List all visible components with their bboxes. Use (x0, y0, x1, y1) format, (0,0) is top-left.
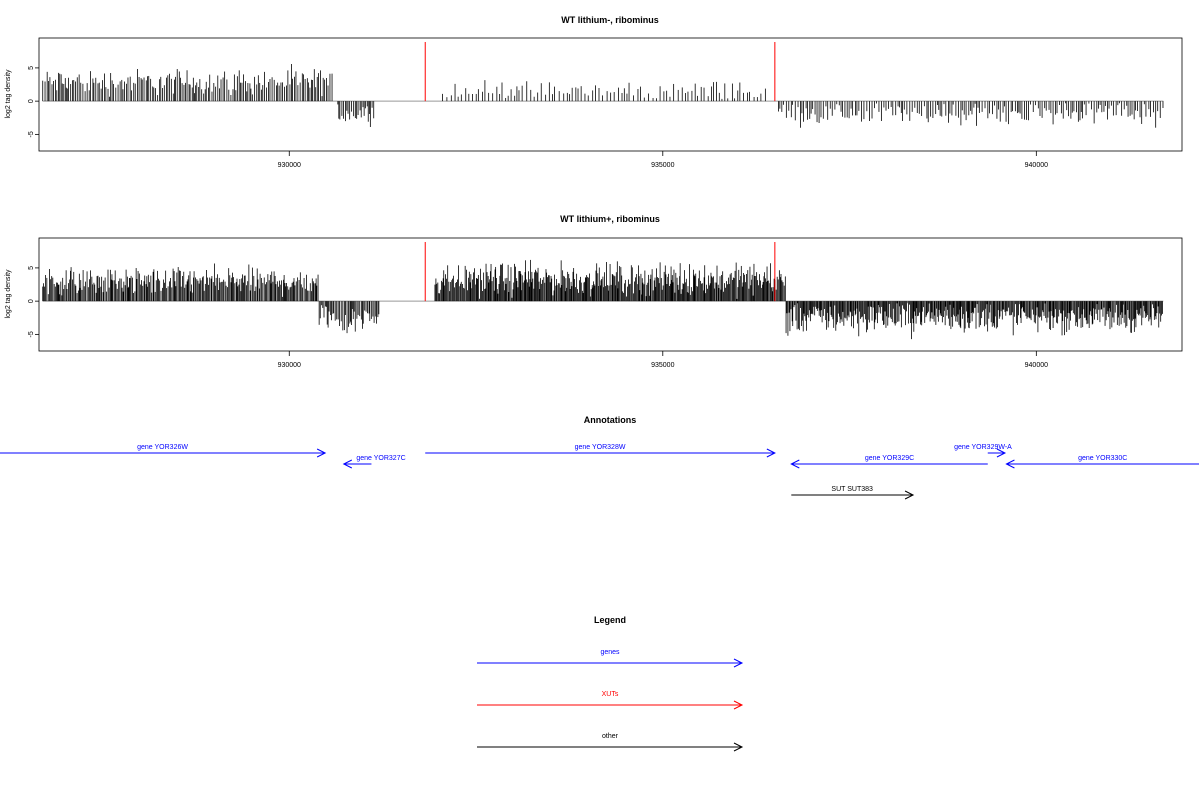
legend-item-other: other (477, 733, 744, 752)
x-axis: 930000 935000 940000 (278, 351, 1048, 369)
feature-arrow-head (766, 448, 776, 458)
annotation-features: gene YOR326W gene YOR327C gene YOR328W gene… (0, 444, 1199, 500)
track-panel-lithium-minus: WT lithium-, ribominus log2 tag density … (5, 15, 1183, 169)
y-tick-label: -5 (28, 331, 35, 337)
panel-title: WT lithium+, ribominus (560, 214, 660, 224)
y-axis-label: log2 tag density (5, 269, 12, 319)
legend-section: Legend genes XUTs other (477, 615, 744, 752)
feature-arrow-head (790, 459, 800, 469)
x-tick-label: 930000 (278, 362, 301, 369)
feature-label: gene YOR329W-A (954, 444, 1012, 451)
y-tick-label: 0 (28, 99, 35, 103)
plot-frame (38, 237, 1183, 352)
legend-label: genes (600, 649, 620, 656)
feature-arrow-head (316, 448, 327, 458)
y-axis: -5 0 5 (28, 266, 39, 337)
feature-arrow-head (996, 448, 1007, 458)
legend-label: XUTs (602, 691, 619, 698)
feature-label: gene YOR330C (1078, 455, 1127, 462)
feature-label: gene YOR329C (865, 455, 914, 462)
x-tick-label: 930000 (278, 162, 301, 169)
y-axis: -5 0 5 (28, 66, 39, 137)
y-tick-label: 0 (28, 299, 35, 303)
feature-label: gene YOR326W (137, 444, 188, 451)
plot-frame (38, 37, 1183, 152)
legend-item-genes: genes (477, 649, 744, 668)
annotation-feature: gene YOR328W (425, 444, 776, 458)
x-tick-label: 940000 (1025, 362, 1048, 369)
feature-arrow-head (342, 459, 353, 469)
feature-arrow-head (1005, 459, 1015, 469)
x-tick-label: 940000 (1025, 162, 1048, 169)
x-tick-label: 935000 (651, 362, 674, 369)
y-tick-label: -5 (28, 131, 35, 137)
feature-label: SUT SUT383 (831, 486, 873, 493)
xut-markers (424, 242, 776, 302)
legend-items: genes XUTs other (477, 649, 744, 752)
signal-bars (42, 63, 1164, 128)
y-tick-label: 5 (28, 66, 35, 70)
y-tick-label: 5 (28, 266, 35, 270)
feature-label: gene YOR327C (356, 455, 405, 462)
track-panel-lithium-plus: WT lithium+, ribominus log2 tag density … (5, 214, 1183, 369)
panel-title: WT lithium-, ribominus (561, 15, 659, 25)
legend-label: other (602, 733, 619, 740)
legend-arrow-head (733, 700, 744, 710)
legend-item-xuts: XUTs (477, 691, 744, 710)
annotation-feature: gene YOR330C (1005, 455, 1199, 469)
annotation-feature: gene YOR329W-A (954, 444, 1012, 458)
feature-arrow-head (904, 490, 915, 500)
legend-arrow-head (733, 658, 744, 668)
annotation-feature: gene YOR327C (342, 455, 406, 469)
annotations-title: Annotations (584, 415, 637, 425)
feature-label: gene YOR328W (575, 444, 626, 451)
annotation-feature: gene YOR326W (0, 444, 327, 458)
annotation-feature: SUT SUT383 (791, 486, 915, 500)
signal-bars (42, 259, 1164, 340)
xut-markers (424, 42, 776, 102)
y-axis-label: log2 tag density (5, 69, 12, 119)
x-tick-label: 935000 (651, 162, 674, 169)
legend-arrow-head (733, 742, 744, 752)
x-axis: 930000 935000 940000 (278, 151, 1048, 169)
legend-title: Legend (594, 615, 626, 625)
annotation-feature: gene YOR329C (790, 455, 988, 469)
